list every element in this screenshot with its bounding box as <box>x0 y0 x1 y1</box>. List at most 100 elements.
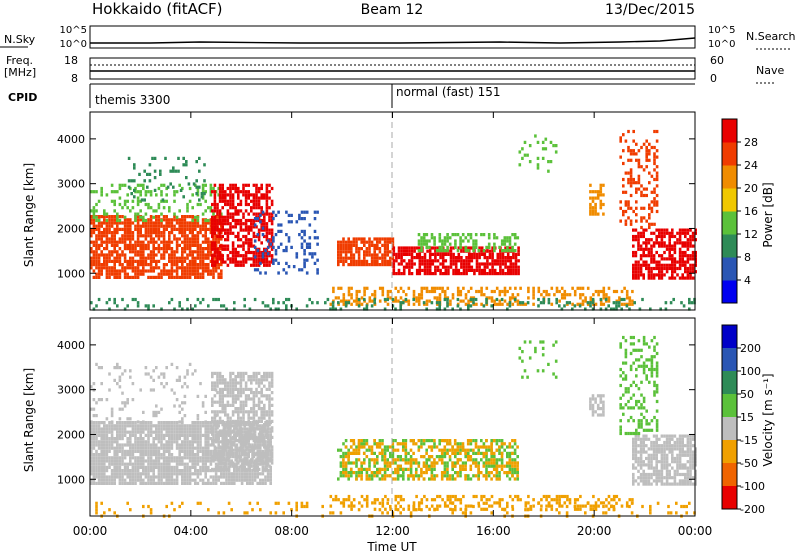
data-cell <box>252 257 256 261</box>
data-cell <box>152 443 155 447</box>
data-cell <box>252 231 256 235</box>
data-cell <box>196 424 200 428</box>
data-cell <box>344 243 348 247</box>
data-cell <box>247 445 250 449</box>
data-cell <box>221 429 224 433</box>
data-cell <box>199 430 202 434</box>
data-cell <box>655 260 658 264</box>
data-cell <box>229 451 232 455</box>
data-cell <box>108 269 111 273</box>
data-cell <box>368 299 372 303</box>
data-cell <box>134 456 137 460</box>
data-cell <box>266 245 270 249</box>
data-cell <box>213 416 217 420</box>
data-cell <box>149 424 153 428</box>
data-cell <box>441 265 445 269</box>
data-cell <box>126 421 129 425</box>
data-cell <box>244 234 248 239</box>
data-cell <box>144 366 148 370</box>
data-cell <box>226 231 230 235</box>
data-cell <box>175 459 179 463</box>
data-cell <box>92 263 96 267</box>
data-cell <box>365 304 369 308</box>
data-cell <box>619 206 622 210</box>
data-cell <box>259 261 262 265</box>
data-cell <box>639 270 643 274</box>
data-cell <box>175 469 179 473</box>
data-cell <box>105 263 109 267</box>
data-cell <box>183 221 187 225</box>
data-cell <box>456 286 460 290</box>
data-cell <box>261 469 265 473</box>
data-cell <box>191 427 194 431</box>
data-cell <box>155 221 158 225</box>
data-cell <box>121 407 124 411</box>
data-cell <box>260 410 263 414</box>
data-cell <box>464 245 468 249</box>
data-cell <box>300 245 304 249</box>
data-cell <box>224 403 227 407</box>
data-cell <box>449 256 453 260</box>
data-cell <box>237 455 240 459</box>
data-cell <box>640 190 643 194</box>
data-cell <box>121 266 124 270</box>
data-cell <box>244 423 248 427</box>
data-cell <box>378 299 382 303</box>
data-cell <box>541 156 545 160</box>
data-cell <box>423 272 427 276</box>
data-cell <box>648 171 651 175</box>
data-cell <box>181 385 184 389</box>
data-cell <box>191 459 194 463</box>
data-cell <box>178 449 181 453</box>
data-cell <box>373 263 376 267</box>
data-cell <box>237 238 240 242</box>
data-cell <box>334 307 337 311</box>
data-cell <box>105 275 109 279</box>
data-cell <box>256 443 259 447</box>
data-cell <box>134 224 137 228</box>
data-cell <box>172 169 175 173</box>
data-cell <box>255 250 258 255</box>
data-cell <box>103 456 106 460</box>
data-cell <box>233 307 236 311</box>
data-cell <box>110 407 114 411</box>
data-cell <box>213 394 217 398</box>
data-cell <box>244 451 248 455</box>
data-cell <box>95 437 98 441</box>
data-cell <box>212 269 215 273</box>
data-cell <box>308 236 312 240</box>
data-cell <box>566 293 569 297</box>
data-cell <box>170 472 174 476</box>
data-cell <box>136 430 140 434</box>
data-cell <box>272 210 275 214</box>
data-cell <box>165 440 168 444</box>
data-cell <box>162 247 166 251</box>
data-cell <box>199 433 202 437</box>
data-cell <box>257 190 261 194</box>
data-cell <box>103 475 106 479</box>
data-cell <box>181 307 184 311</box>
data-cell <box>290 213 293 217</box>
data-cell <box>147 263 150 267</box>
data-cell <box>607 286 611 290</box>
data-cell <box>131 449 135 453</box>
data-cell <box>457 246 461 250</box>
data-cell <box>175 227 179 231</box>
data-cell <box>100 430 103 434</box>
data-cell <box>247 413 250 417</box>
data-cell <box>373 247 376 251</box>
data-cell <box>243 478 246 482</box>
data-cell <box>244 410 248 414</box>
data-cell <box>438 307 441 311</box>
data-cell <box>260 378 263 382</box>
data-cell <box>261 424 265 428</box>
data-cell <box>518 150 522 154</box>
data-cell <box>647 250 651 255</box>
data-cell <box>500 242 504 246</box>
data-cell <box>499 265 502 269</box>
data-cell <box>392 246 396 250</box>
data-cell <box>126 206 129 210</box>
data-cell <box>183 430 187 434</box>
data-cell <box>637 158 641 162</box>
data-cell <box>263 234 266 239</box>
